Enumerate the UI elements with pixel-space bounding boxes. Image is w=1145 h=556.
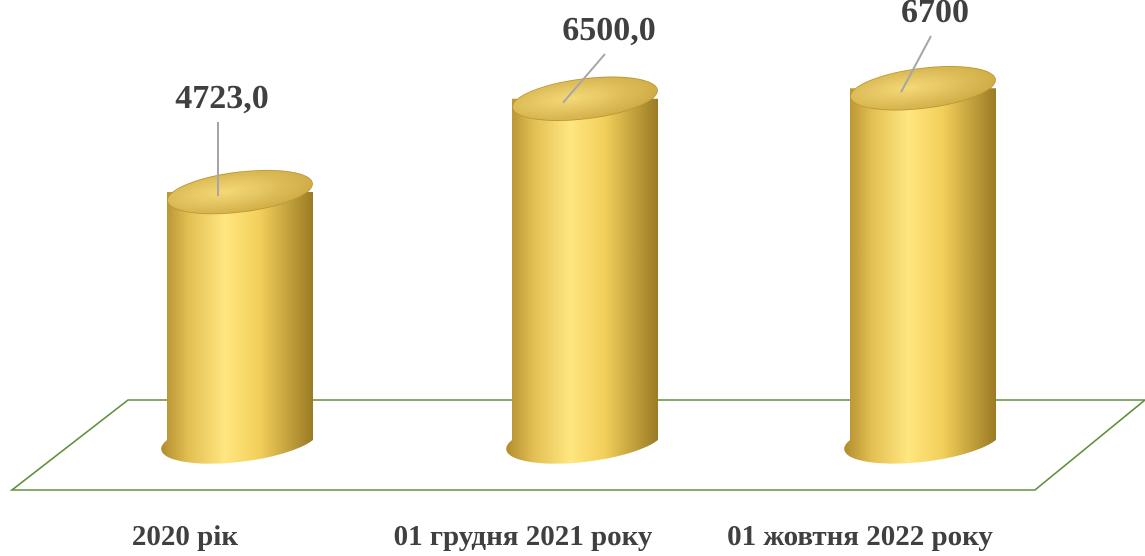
data-label: 6500,0 xyxy=(562,11,656,48)
cylinder-bar-3 xyxy=(844,60,998,464)
category-label: 2020 рік xyxy=(132,520,238,552)
data-label: 6700 xyxy=(901,0,969,30)
cylinder-bar-1 xyxy=(161,163,315,463)
cylinder-body xyxy=(506,99,658,464)
bars-layer xyxy=(161,60,998,464)
category-label: 01 жовтня 2022 року xyxy=(727,520,993,552)
cylinder-bar-2 xyxy=(506,70,660,464)
data-label: 4723,0 xyxy=(175,79,269,116)
category-labels-layer: 2020 рік 01 грудня 2021 року 01 жовтня 202… xyxy=(132,520,993,552)
cylinder-body xyxy=(844,88,996,463)
category-label: 01 грудня 2021 року xyxy=(394,520,653,552)
cylinder-body xyxy=(161,192,313,464)
